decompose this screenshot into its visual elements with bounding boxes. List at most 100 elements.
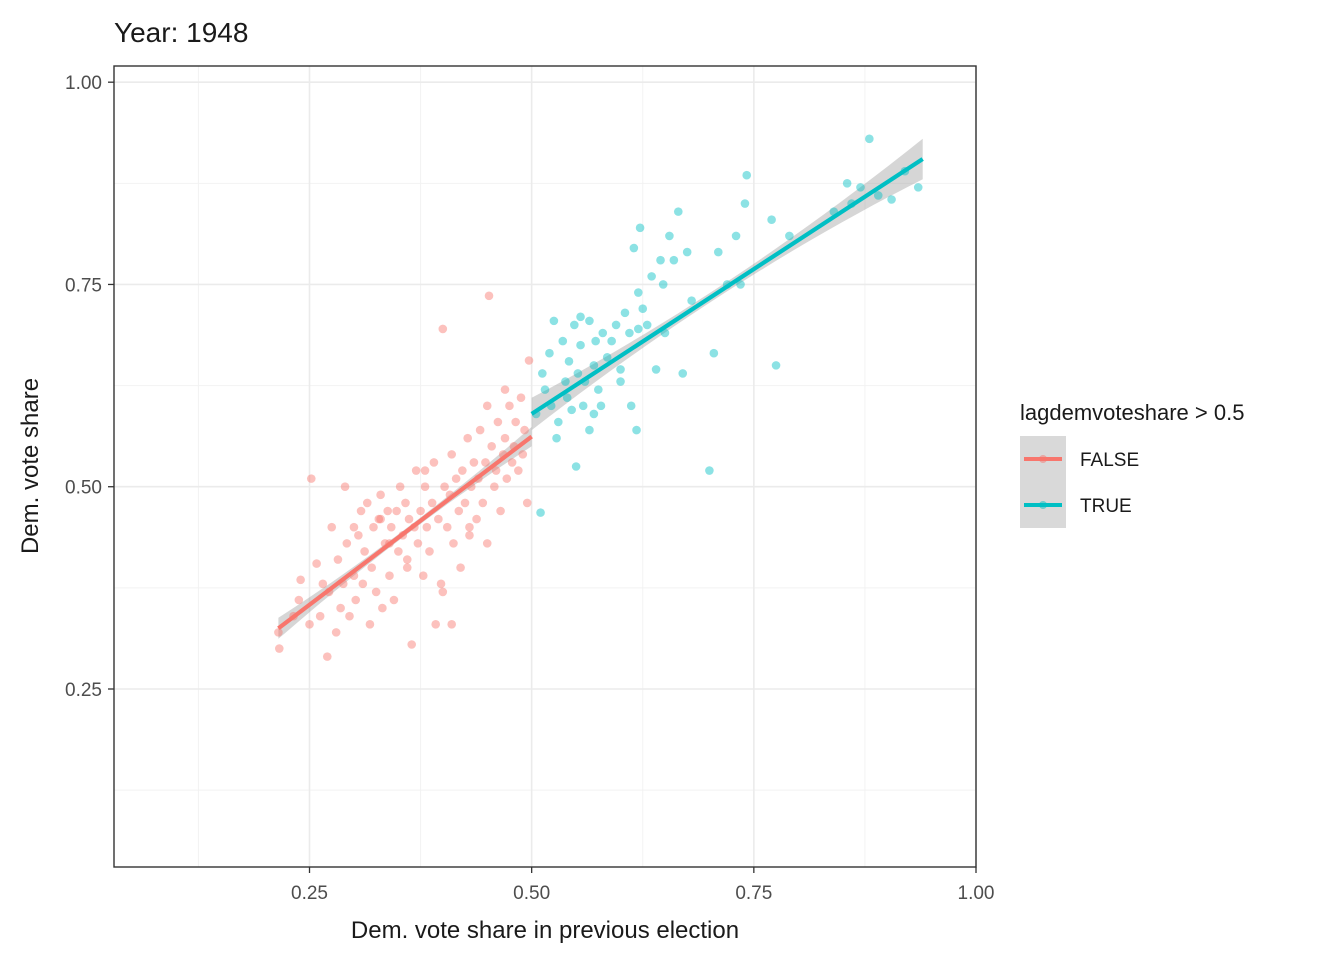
- point-true: [635, 223, 645, 233]
- point-false: [296, 575, 305, 585]
- point-false: [362, 498, 372, 508]
- point-false: [516, 393, 526, 403]
- point-false: [524, 356, 534, 365]
- point-true: [678, 369, 688, 378]
- point-false: [502, 474, 512, 483]
- point-false: [447, 450, 456, 459]
- point-false: [434, 514, 443, 524]
- chart-title: Year: 1948: [114, 17, 248, 48]
- point-true: [887, 195, 896, 204]
- point-false: [482, 401, 492, 411]
- point-false: [274, 644, 284, 653]
- point-false: [491, 466, 501, 475]
- point-false: [378, 603, 387, 613]
- point-true: [558, 336, 568, 346]
- point-false: [376, 514, 385, 524]
- point-false: [294, 595, 304, 605]
- point-false: [327, 522, 337, 532]
- point-false: [416, 506, 425, 516]
- point-false: [463, 433, 472, 443]
- point-true: [625, 328, 634, 338]
- point-true: [634, 324, 643, 334]
- point-false: [469, 458, 479, 467]
- point-true: [585, 316, 594, 326]
- point-true: [785, 231, 794, 241]
- point-false: [454, 506, 464, 516]
- point-true: [573, 369, 583, 378]
- legend-key-point-false: [1039, 455, 1047, 463]
- point-true: [673, 207, 683, 216]
- point-false: [420, 466, 430, 475]
- point-false: [500, 385, 510, 394]
- point-false: [336, 603, 345, 613]
- point-false: [354, 530, 363, 540]
- point-true: [656, 255, 665, 265]
- point-true: [540, 385, 550, 394]
- point-false: [365, 619, 375, 629]
- point-false: [522, 498, 532, 508]
- point-false: [333, 555, 343, 564]
- point-false: [392, 506, 401, 516]
- legend: lagdemvoteshare > 0.5 FALSE TRUE: [1020, 400, 1244, 528]
- point-true: [736, 280, 745, 289]
- point-false: [484, 291, 494, 301]
- point-false: [425, 547, 434, 556]
- point-false: [322, 652, 332, 661]
- point-false: [496, 506, 505, 516]
- y-axis-ticks: 0.25 0.50 0.75 1.00: [65, 73, 114, 701]
- x-tick-label: 0.50: [513, 883, 550, 904]
- fit-line-true: [530, 157, 924, 416]
- point-true: [742, 170, 752, 180]
- point-true: [616, 365, 625, 374]
- point-false: [371, 587, 381, 597]
- point-false: [402, 563, 412, 572]
- point-true: [576, 340, 585, 350]
- point-false: [472, 514, 481, 524]
- point-false: [436, 579, 446, 589]
- point-true: [538, 369, 547, 378]
- point-true: [561, 377, 570, 386]
- point-true: [536, 508, 545, 517]
- point-true: [578, 401, 588, 411]
- point-true: [594, 385, 603, 394]
- point-true: [596, 401, 606, 411]
- x-axis-title: Dem. vote share in previous election: [351, 917, 739, 944]
- x-tick-label: 0.25: [291, 883, 328, 904]
- point-true: [611, 320, 621, 330]
- point-false: [447, 619, 456, 629]
- point-true: [562, 393, 572, 403]
- point-true: [598, 328, 608, 338]
- point-true: [554, 417, 563, 427]
- point-false: [402, 555, 412, 564]
- point-false: [411, 466, 421, 475]
- point-true: [740, 199, 750, 208]
- point-true: [567, 405, 576, 415]
- point-true: [632, 425, 641, 435]
- point-false: [389, 595, 399, 605]
- point-true: [771, 361, 781, 370]
- point-false: [451, 474, 461, 483]
- point-false: [456, 563, 465, 572]
- point-true: [638, 304, 648, 314]
- point-false: [449, 539, 458, 548]
- legend-label-false: FALSE: [1080, 450, 1139, 471]
- point-true: [620, 308, 630, 318]
- point-false: [385, 571, 394, 581]
- point-false: [429, 458, 439, 467]
- point-false: [458, 466, 467, 475]
- point-false: [404, 514, 414, 524]
- point-true: [658, 280, 668, 289]
- point-false: [481, 458, 490, 467]
- legend-label-true: TRUE: [1080, 496, 1132, 517]
- point-false: [514, 466, 523, 475]
- point-true: [570, 320, 579, 330]
- point-true: [842, 179, 852, 188]
- legend-title: lagdemvoteshare > 0.5: [1020, 400, 1244, 425]
- point-true: [642, 320, 652, 330]
- point-false: [395, 482, 405, 492]
- legend-key-point-true: [1039, 501, 1047, 509]
- y-tick-label: 0.50: [65, 478, 102, 499]
- fit-line-false: [277, 434, 533, 630]
- point-true: [669, 255, 679, 265]
